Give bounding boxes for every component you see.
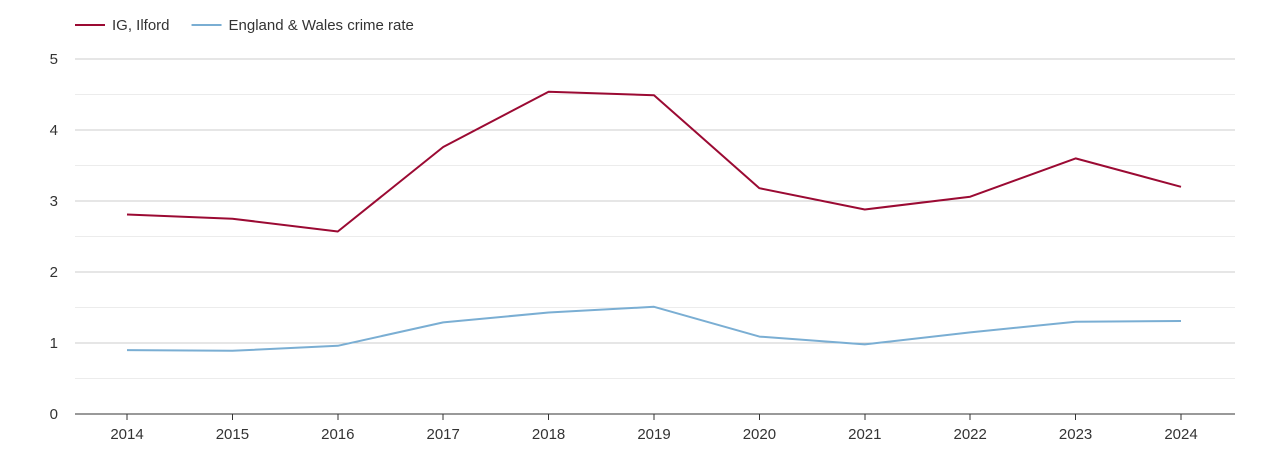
series-lines	[126, 90, 1182, 352]
y-tick-label: 1	[50, 335, 58, 352]
legend: IG, Ilford England & Wales crime rate	[75, 17, 414, 34]
y-tick-label: 0	[50, 406, 58, 423]
series-line-1	[126, 305, 1182, 352]
x-tick-label: 2023	[1059, 426, 1092, 443]
series-line-0	[126, 90, 1182, 233]
axes: 0 1 2 3 4 5 2014 2015 2016 2017 2018 2019 2020 2021 20…	[50, 51, 1235, 443]
y-tick-label: 2	[50, 264, 58, 281]
y-tick-label: 4	[50, 122, 58, 139]
legend-item-1[interactable]: England & Wales crime rate	[191, 17, 414, 34]
x-tick-label: 2022	[954, 426, 987, 443]
y-tick-label: 5	[50, 51, 58, 68]
y-tick-label: 3	[50, 193, 58, 210]
legend-item-0[interactable]: IG, Ilford	[75, 17, 170, 34]
x-tick-label: 2020	[743, 426, 776, 443]
x-tick-label: 2024	[1164, 426, 1197, 443]
legend-label: England & Wales crime rate	[229, 17, 414, 34]
x-tick-label: 2018	[532, 426, 565, 443]
grid-lines	[75, 58, 1235, 379]
x-tick-label: 2014	[110, 426, 143, 443]
x-tick-label: 2016	[321, 426, 354, 443]
x-tick-label: 2017	[427, 426, 460, 443]
legend-label: IG, Ilford	[112, 17, 170, 34]
x-tick-label: 2015	[216, 426, 249, 443]
x-tick-label: 2019	[637, 426, 670, 443]
x-tick-label: 2021	[848, 426, 881, 443]
